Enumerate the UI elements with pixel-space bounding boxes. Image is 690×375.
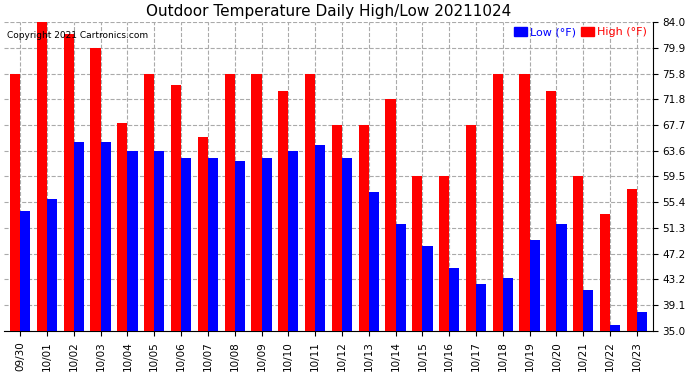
- Bar: [278, 91, 288, 331]
- Bar: [610, 325, 620, 331]
- Bar: [128, 151, 138, 331]
- Bar: [529, 240, 540, 331]
- Bar: [385, 99, 395, 331]
- Bar: [208, 158, 218, 331]
- Bar: [359, 124, 368, 331]
- Bar: [251, 74, 262, 331]
- Bar: [144, 74, 155, 331]
- Bar: [503, 278, 513, 331]
- Bar: [20, 211, 30, 331]
- Bar: [90, 48, 101, 331]
- Bar: [198, 136, 208, 331]
- Bar: [155, 151, 164, 331]
- Bar: [101, 142, 111, 331]
- Bar: [224, 74, 235, 331]
- Bar: [637, 312, 647, 331]
- Bar: [235, 161, 245, 331]
- Bar: [315, 145, 325, 331]
- Bar: [573, 177, 583, 331]
- Bar: [262, 158, 272, 331]
- Bar: [181, 158, 191, 331]
- Bar: [476, 284, 486, 331]
- Bar: [368, 192, 379, 331]
- Legend: Low (°F), High (°F): Low (°F), High (°F): [513, 27, 647, 38]
- Text: Copyright 2021 Cartronics.com: Copyright 2021 Cartronics.com: [8, 31, 148, 40]
- Bar: [412, 177, 422, 331]
- Bar: [288, 151, 299, 331]
- Bar: [63, 34, 74, 331]
- Bar: [342, 158, 352, 331]
- Bar: [10, 74, 20, 331]
- Bar: [546, 91, 556, 331]
- Title: Outdoor Temperature Daily High/Low 20211024: Outdoor Temperature Daily High/Low 20211…: [146, 4, 511, 19]
- Bar: [493, 74, 503, 331]
- Bar: [600, 214, 610, 331]
- Bar: [439, 177, 449, 331]
- Bar: [466, 124, 476, 331]
- Bar: [627, 189, 637, 331]
- Bar: [520, 74, 529, 331]
- Bar: [47, 199, 57, 331]
- Bar: [171, 85, 181, 331]
- Bar: [305, 74, 315, 331]
- Bar: [449, 268, 460, 331]
- Bar: [583, 290, 593, 331]
- Bar: [556, 224, 566, 331]
- Bar: [422, 246, 433, 331]
- Bar: [74, 142, 84, 331]
- Bar: [37, 22, 47, 331]
- Bar: [332, 124, 342, 331]
- Bar: [117, 123, 128, 331]
- Bar: [395, 224, 406, 331]
